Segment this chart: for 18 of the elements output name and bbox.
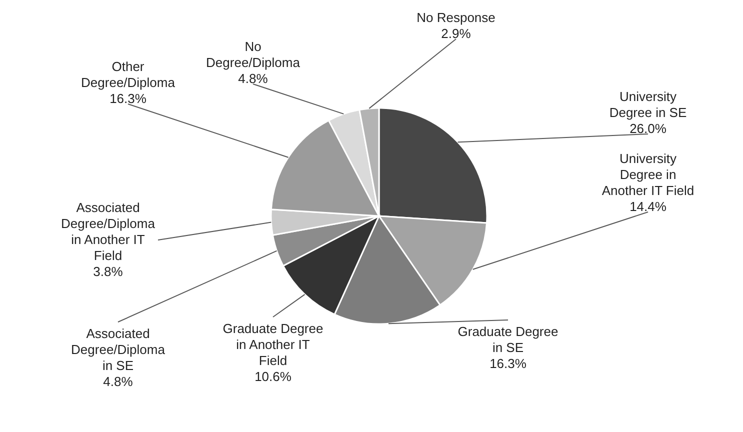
data-label: 16.3%	[490, 356, 527, 371]
data-label: 14.4%	[630, 199, 667, 214]
slice-label: No Degree/Diploma	[206, 39, 301, 70]
data-label: 10.6%	[254, 369, 292, 384]
slice-label: Other Degree/Diploma	[81, 59, 176, 90]
slice-label: Associated Degree/Diploma in SE	[71, 326, 166, 373]
data-label: 4.8%	[238, 71, 268, 86]
data-label: 2.9%	[441, 26, 472, 41]
slice-label: Graduate Degree in Another IT Field	[222, 321, 324, 368]
slice-label: University Degree in SE	[609, 89, 687, 120]
data-label: 16.3%	[110, 91, 147, 106]
data-label: 4.8%	[103, 374, 134, 389]
slice-label: University Degree in Another IT Field	[602, 151, 694, 198]
slice-label: No Response	[416, 10, 496, 25]
data-label: 3.8%	[93, 264, 124, 279]
slice-label: Graduate Degree in SE	[458, 324, 558, 355]
data-label: 26.0%	[630, 121, 667, 136]
slice-label: Associated Degree/Diploma in Another IT Field	[61, 200, 156, 263]
